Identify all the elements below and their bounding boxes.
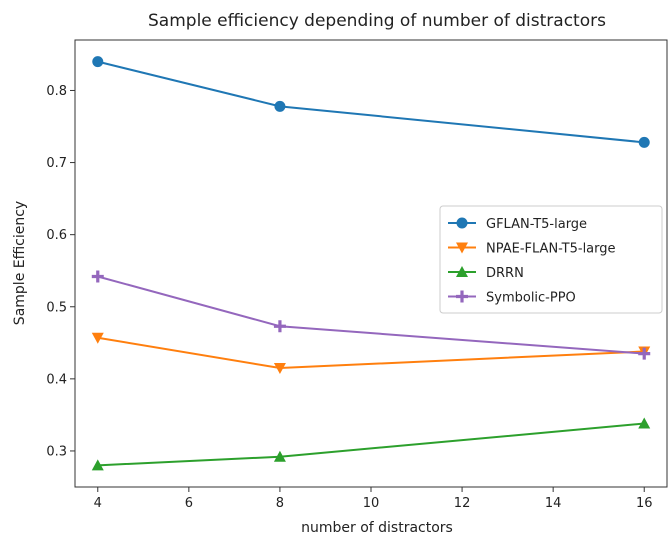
data-point (273, 363, 286, 375)
y-tick-label: 0.8 (46, 84, 67, 99)
legend: GFLAN-T5-large NPAE-FLAN-T5-large DRRN Symb… (439, 205, 663, 314)
x-tick-label: 12 (454, 496, 471, 511)
y-tick-label: 0.4 (46, 372, 67, 387)
y-tick-label: 0.3 (46, 444, 67, 459)
data-point (274, 100, 286, 112)
x-tick-label: 8 (276, 496, 284, 511)
series-4 (91, 270, 651, 360)
x-axis-label: number of distractors (301, 520, 453, 536)
data-point (638, 136, 650, 148)
data-point (273, 320, 286, 333)
x-tick-label: 6 (185, 496, 193, 511)
legend-item: Symbolic-PPO (448, 290, 576, 306)
y-tick-label: 0.7 (46, 156, 67, 171)
chart-title: Sample efficiency depending of number of… (148, 11, 606, 31)
series-3 (91, 417, 651, 471)
legend-box (439, 205, 663, 314)
y-axis: 0.3 0.4 0.5 0.6 0.7 0.8 (46, 84, 75, 459)
series-line (97, 422, 645, 467)
data-point (92, 56, 104, 68)
y-tick-label: 0.5 (46, 300, 67, 315)
x-tick-label: 4 (94, 496, 102, 511)
legend-marker (456, 217, 468, 229)
legend-item: GFLAN-T5-large (448, 217, 587, 232)
data-point (638, 417, 651, 429)
series-1 (92, 56, 650, 148)
series-line (97, 60, 645, 144)
x-tick-label: 14 (545, 496, 562, 511)
legend-item: DRRN (448, 266, 524, 281)
y-axis-label: Sample Efficiency (12, 201, 28, 325)
legend-label: NPAE-FLAN-T5-large (486, 242, 616, 257)
legend-label: GFLAN-T5-large (486, 217, 587, 232)
data-point (91, 459, 104, 471)
x-axis: 4 6 8 10 12 14 16 (94, 487, 653, 511)
legend-marker (456, 266, 468, 277)
series-line (97, 336, 645, 370)
legend-label: DRRN (486, 266, 524, 281)
x-tick-label: 10 (363, 496, 380, 511)
y-tick-label: 0.6 (46, 228, 67, 243)
data-point (638, 347, 651, 360)
legend-item: NPAE-FLAN-T5-large (448, 242, 616, 257)
data-point (91, 270, 104, 283)
legend-marker (456, 242, 468, 254)
series-layer (91, 56, 651, 471)
legend-marker (456, 290, 468, 303)
legend-label: Symbolic-PPO (486, 291, 576, 306)
data-point (91, 332, 104, 344)
series-2 (91, 332, 651, 375)
x-tick-label: 16 (636, 496, 653, 511)
data-point (273, 450, 286, 462)
